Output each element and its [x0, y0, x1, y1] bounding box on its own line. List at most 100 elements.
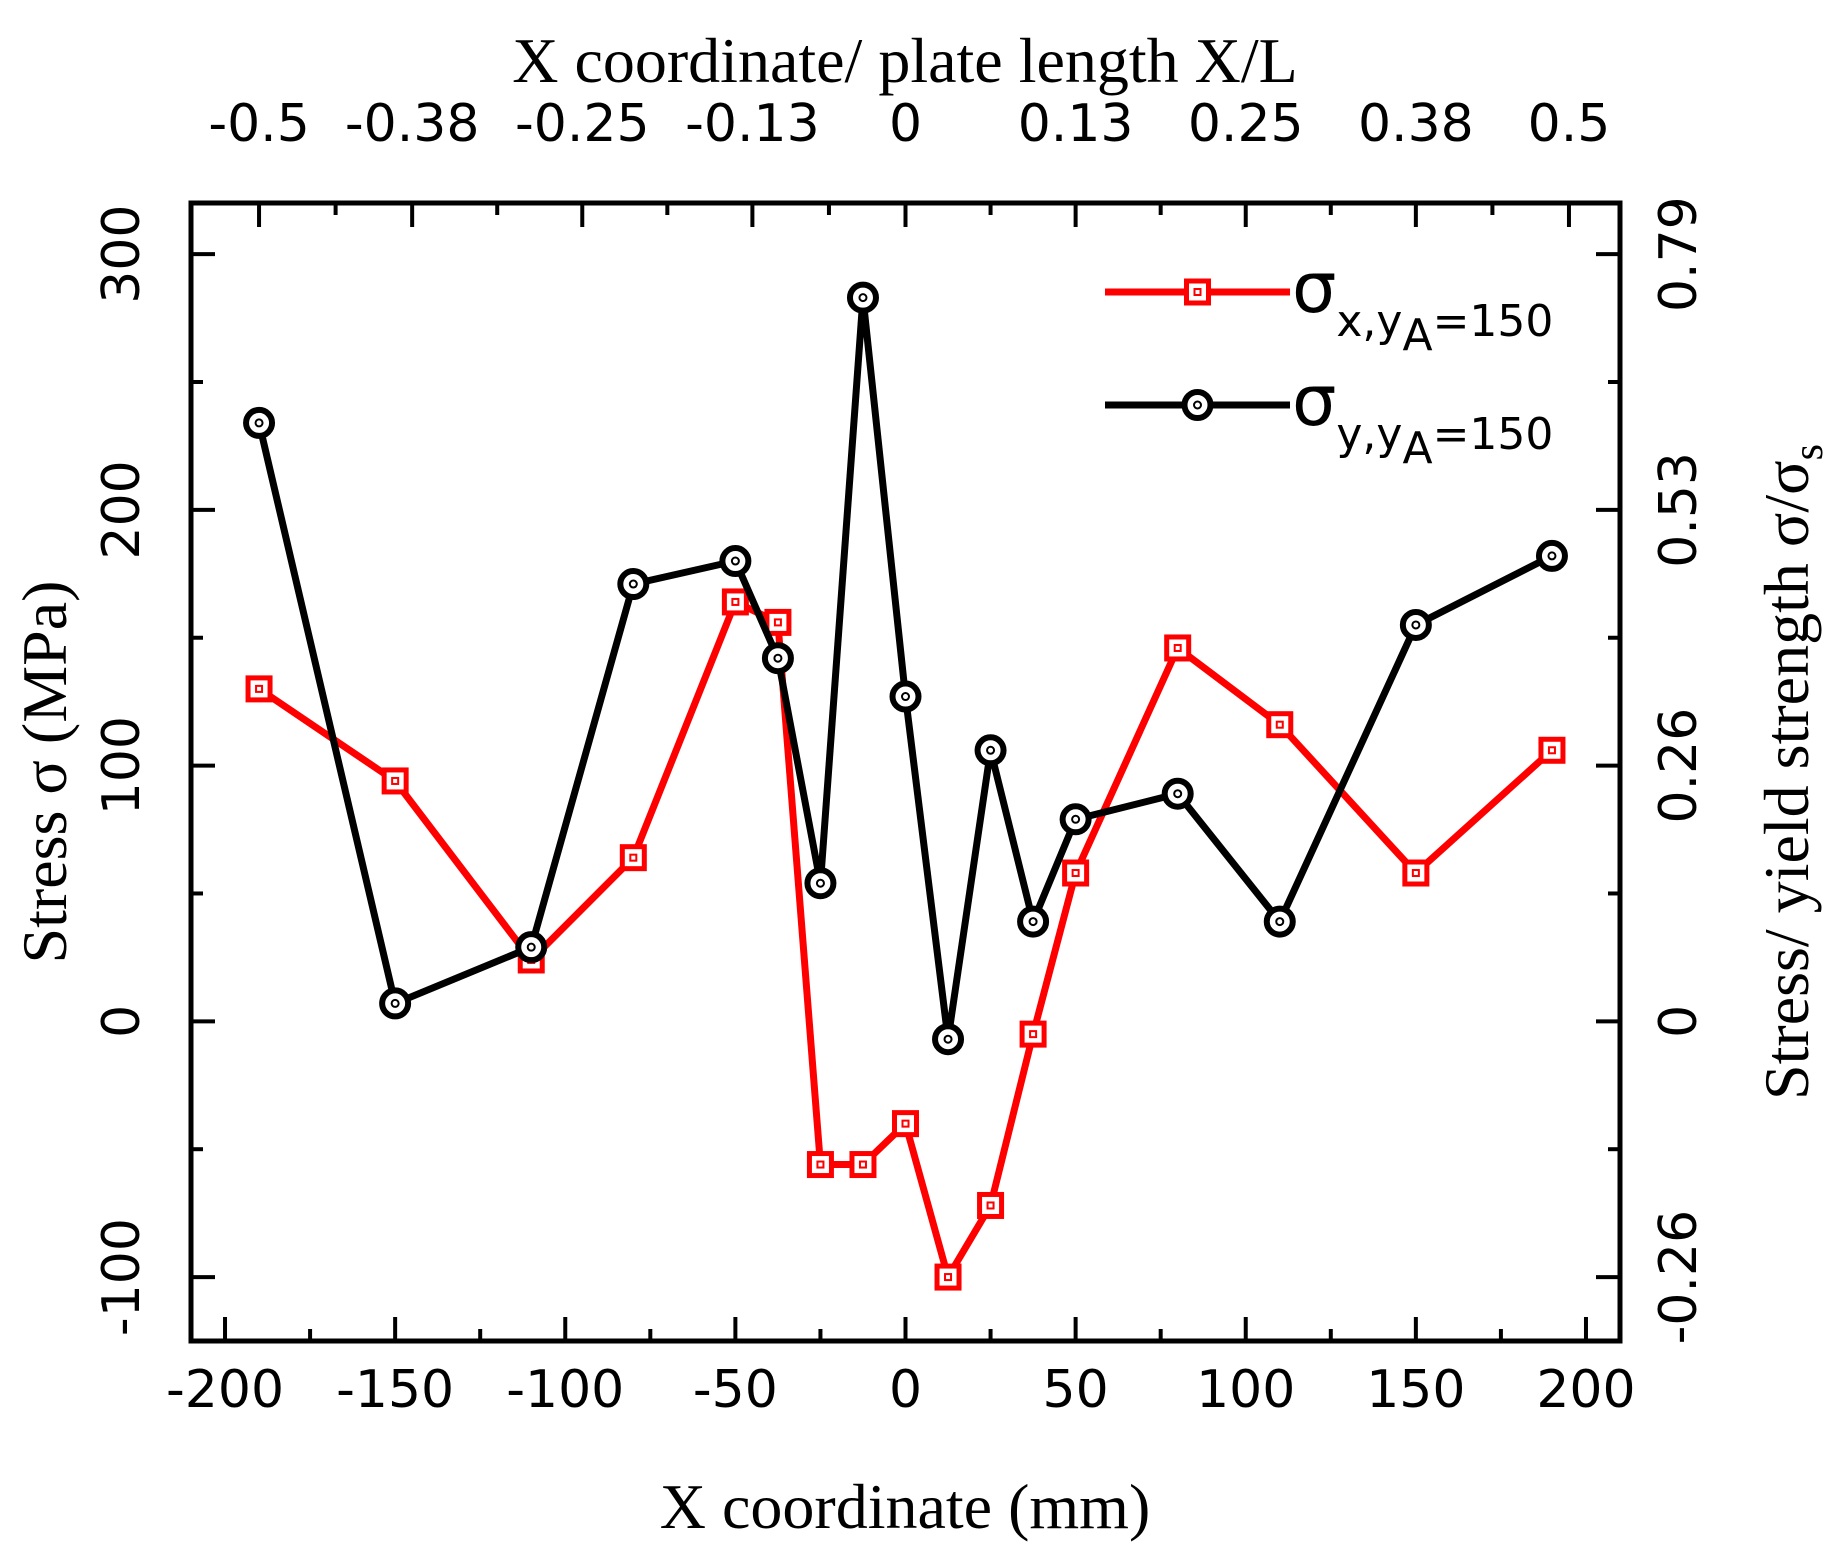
data-point — [617, 568, 650, 601]
data-point-inner — [1071, 869, 1080, 878]
data-point — [849, 1151, 877, 1179]
legend-tail: =150 — [1433, 296, 1554, 347]
data-point-inner — [773, 618, 782, 627]
data-point-inner — [526, 942, 536, 952]
right-tick-label: 0.79 — [1649, 196, 1709, 312]
top-axis-title: X coordinate/ plate length X/L — [512, 25, 1298, 96]
data-point — [619, 844, 647, 872]
x-tick-label: -200 — [166, 1360, 284, 1420]
x-axis-title: X coordinate (mm) — [660, 1471, 1151, 1542]
data-point-inner — [1028, 917, 1038, 927]
data-point — [892, 1110, 919, 1138]
data-point — [846, 281, 879, 314]
top-tick-label: 0.5 — [1528, 94, 1611, 154]
data-point-inner — [815, 878, 825, 888]
data-point-inner — [391, 776, 400, 785]
data-point — [1263, 905, 1296, 938]
data-point-inner — [773, 653, 783, 663]
series-layer — [243, 281, 1568, 1291]
data-point-inner — [1173, 643, 1182, 652]
data-point — [806, 1151, 834, 1179]
x-tick-label: 200 — [1536, 1360, 1635, 1420]
data-point-inner — [731, 597, 740, 606]
y-tick-label: -100 — [92, 1218, 152, 1336]
legend-label-0: σx,yA=150 — [1292, 247, 1553, 361]
data-point — [1164, 634, 1192, 662]
legend-subscript: y,y — [1336, 409, 1402, 460]
data-point-inner — [255, 684, 264, 693]
data-point-inner — [816, 1160, 825, 1169]
data-point — [381, 767, 409, 795]
ticks-layer: -200 -150 -100 -50 0 50 100 150 200 -0.5 -0.38 -0.2… — [92, 94, 1709, 1420]
legend-marker-1 — [1181, 389, 1214, 421]
y-tick-label: 100 — [92, 716, 152, 815]
y-tick-label: 300 — [92, 205, 152, 304]
data-point-inner — [944, 1273, 953, 1282]
data-point — [1538, 736, 1566, 764]
top-tick-label: 0.13 — [1018, 94, 1134, 154]
data-point-inner — [1275, 917, 1285, 927]
y-tick-label: 200 — [92, 460, 152, 559]
x-tick-label: 50 — [1043, 1360, 1109, 1420]
data-point — [1402, 859, 1430, 887]
data-point — [1535, 539, 1568, 572]
legend-tail: =150 — [1433, 409, 1554, 460]
data-point-inner — [629, 853, 638, 862]
y-tick-label: 0 — [92, 1005, 152, 1038]
data-point-inner — [1029, 1030, 1038, 1039]
right-axis-title-sub: s — [1786, 444, 1832, 460]
data-point — [1017, 905, 1050, 938]
right-tick-label: 0.53 — [1649, 452, 1709, 568]
top-tick-label: -0.13 — [685, 94, 820, 154]
legend-marker-0-inner — [1193, 288, 1202, 296]
data-point — [1059, 803, 1092, 836]
legend-symbol: σ — [1292, 360, 1336, 442]
data-point-inner — [858, 293, 868, 303]
data-point-inner — [628, 579, 638, 589]
top-tick-label: -0.38 — [345, 94, 480, 154]
legend-subsubscript: A — [1402, 310, 1432, 361]
data-point-inner — [1411, 869, 1420, 878]
data-point — [889, 680, 922, 713]
data-point — [1161, 777, 1194, 810]
x-tick-label: -50 — [693, 1360, 778, 1420]
data-point — [1019, 1020, 1047, 1048]
data-point — [764, 608, 792, 636]
data-point — [977, 1191, 1005, 1219]
legend-marker-0 — [1184, 278, 1211, 306]
data-point — [515, 931, 548, 964]
x-tick-label: -150 — [336, 1360, 454, 1420]
data-point — [974, 734, 1007, 767]
series-1 — [243, 281, 1568, 1056]
x-tick-label: 150 — [1366, 1360, 1465, 1420]
x-tick-label: 100 — [1196, 1360, 1295, 1420]
x-tick-label: 0 — [889, 1360, 922, 1420]
data-point-inner — [1275, 720, 1284, 729]
data-point — [379, 987, 412, 1020]
y-axis-title: Stress σ (MPa) — [9, 581, 80, 964]
x-tick-label: -100 — [506, 1360, 624, 1420]
right-tick-label: 0 — [1649, 1005, 1709, 1038]
right-axis-title-main: Stress/ yield strength σ/σ — [1751, 460, 1822, 1100]
data-point-inner — [986, 745, 996, 755]
legend-subscript: x,y — [1336, 296, 1402, 347]
data-point — [1062, 859, 1090, 887]
data-point-inner — [1173, 789, 1183, 799]
top-tick-label: 0.38 — [1358, 94, 1474, 154]
data-point — [245, 675, 273, 703]
right-axis-title: Stress/ yield strength σ/σs — [1751, 444, 1832, 1100]
data-point — [719, 545, 752, 578]
data-point-inner — [901, 1119, 910, 1128]
data-point-inner — [858, 1160, 867, 1169]
data-point-inner — [986, 1201, 995, 1210]
data-point — [761, 642, 794, 675]
top-tick-label: 0.25 — [1188, 94, 1304, 154]
top-tick-label: -0.25 — [515, 94, 650, 154]
data-point-inner — [730, 556, 740, 566]
data-point-inner — [1547, 551, 1557, 561]
legend-label-1: σy,yA=150 — [1292, 360, 1553, 474]
data-point — [934, 1263, 962, 1291]
top-tick-label: -0.5 — [208, 94, 309, 154]
legend-marker-1-inner — [1193, 400, 1202, 410]
